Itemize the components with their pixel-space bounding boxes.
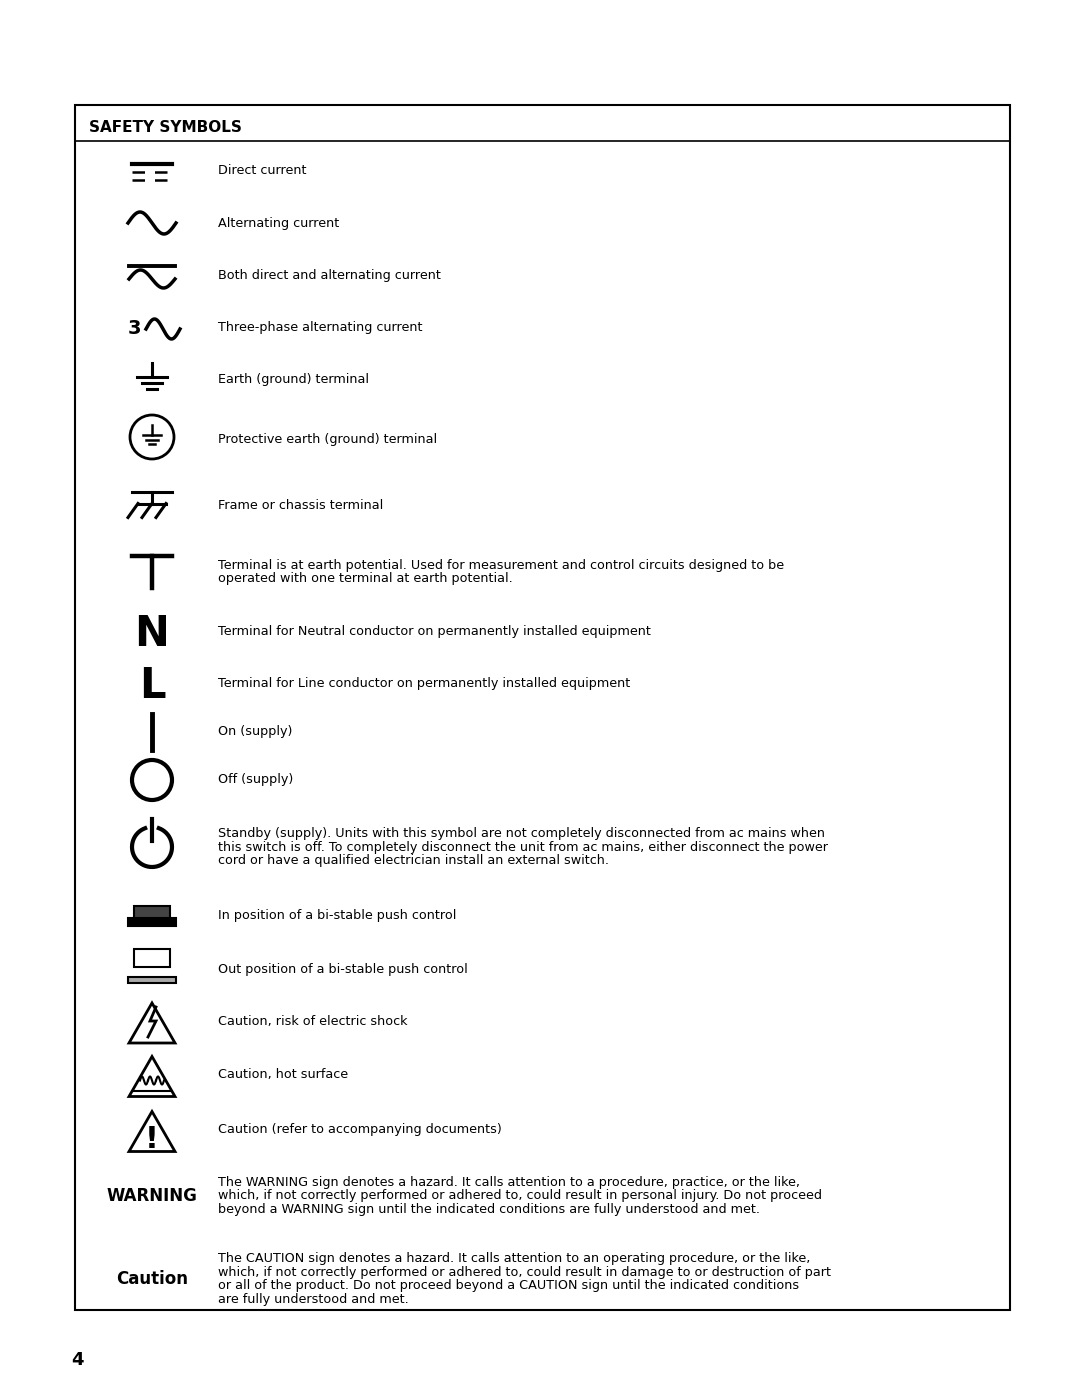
Text: The WARNING sign denotes a hazard. It calls attention to a procedure, practice, : The WARNING sign denotes a hazard. It ca… bbox=[218, 1176, 800, 1189]
Circle shape bbox=[132, 760, 172, 800]
Text: L: L bbox=[138, 665, 165, 707]
Text: Frame or chassis terminal: Frame or chassis terminal bbox=[218, 499, 383, 511]
Text: Off (supply): Off (supply) bbox=[218, 774, 294, 787]
Text: Standby (supply). Units with this symbol are not completely disconnected from ac: Standby (supply). Units with this symbol… bbox=[218, 827, 825, 840]
Text: 3: 3 bbox=[129, 320, 141, 338]
Text: operated with one terminal at earth potential.: operated with one terminal at earth pote… bbox=[218, 573, 513, 585]
Text: which, if not correctly performed or adhered to, could result in damage to or de: which, if not correctly performed or adh… bbox=[218, 1266, 831, 1278]
Text: Out position of a bi-stable push control: Out position of a bi-stable push control bbox=[218, 963, 468, 975]
Polygon shape bbox=[129, 1056, 175, 1097]
Text: SAFETY SYMBOLS: SAFETY SYMBOLS bbox=[89, 120, 242, 134]
Text: Alternating current: Alternating current bbox=[218, 217, 339, 229]
Bar bbox=[134, 949, 170, 967]
Text: N: N bbox=[135, 613, 170, 655]
Polygon shape bbox=[129, 1003, 175, 1044]
Text: !: ! bbox=[145, 1125, 159, 1154]
Bar bbox=[75, 105, 1010, 1310]
Text: this switch is off. To completely disconnect the unit from ac mains, either disc: this switch is off. To completely discon… bbox=[218, 841, 828, 854]
Text: In position of a bi-stable push control: In position of a bi-stable push control bbox=[218, 909, 457, 922]
Polygon shape bbox=[129, 1112, 175, 1151]
Bar bbox=[129, 977, 176, 983]
Text: WARNING: WARNING bbox=[107, 1187, 198, 1206]
Text: Both direct and alternating current: Both direct and alternating current bbox=[218, 268, 441, 282]
Text: Three-phase alternating current: Three-phase alternating current bbox=[218, 320, 422, 334]
Text: 4: 4 bbox=[71, 1351, 83, 1369]
Text: Terminal for Neutral conductor on permanently installed equipment: Terminal for Neutral conductor on perman… bbox=[218, 626, 651, 638]
Text: Terminal for Line conductor on permanently installed equipment: Terminal for Line conductor on permanent… bbox=[218, 678, 631, 690]
Text: Direct current: Direct current bbox=[218, 165, 307, 177]
Text: are fully understood and met.: are fully understood and met. bbox=[218, 1292, 408, 1306]
Text: beyond a WARNING sign until the indicated conditions are fully understood and me: beyond a WARNING sign until the indicate… bbox=[218, 1203, 760, 1215]
Text: cord or have a qualified electrician install an external switch.: cord or have a qualified electrician ins… bbox=[218, 854, 609, 868]
Bar bbox=[134, 905, 170, 918]
Text: On (supply): On (supply) bbox=[218, 725, 293, 739]
Text: The CAUTION sign denotes a hazard. It calls attention to an operating procedure,: The CAUTION sign denotes a hazard. It ca… bbox=[218, 1252, 810, 1266]
Text: Protective earth (ground) terminal: Protective earth (ground) terminal bbox=[218, 433, 437, 446]
Text: Earth (ground) terminal: Earth (ground) terminal bbox=[218, 373, 369, 386]
Text: Terminal is at earth potential. Used for measurement and control circuits design: Terminal is at earth potential. Used for… bbox=[218, 559, 784, 571]
Text: or all of the product. Do not proceed beyond a CAUTION sign until the indicated : or all of the product. Do not proceed be… bbox=[218, 1280, 799, 1292]
Text: Caution, hot surface: Caution, hot surface bbox=[218, 1067, 348, 1081]
Bar bbox=[129, 918, 176, 925]
Text: Caution (refer to accompanying documents): Caution (refer to accompanying documents… bbox=[218, 1123, 502, 1136]
Text: which, if not correctly performed or adhered to, could result in personal injury: which, if not correctly performed or adh… bbox=[218, 1189, 822, 1203]
Circle shape bbox=[130, 415, 174, 460]
Text: Caution, risk of electric shock: Caution, risk of electric shock bbox=[218, 1014, 407, 1028]
Text: Caution: Caution bbox=[116, 1270, 188, 1288]
